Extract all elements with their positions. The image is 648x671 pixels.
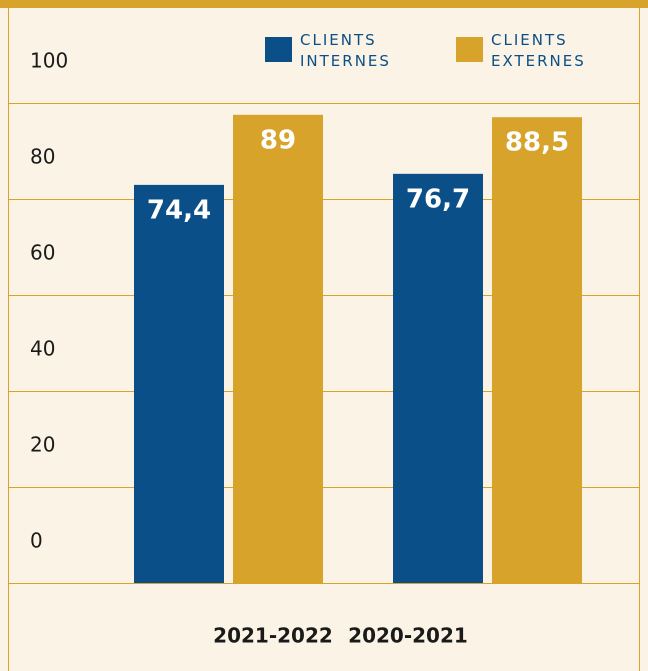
legend-label: CLIENTS EXTERNES [491, 31, 586, 70]
bar [492, 117, 582, 583]
value-label: 89 [260, 125, 296, 155]
y-tick-label: 80 [30, 145, 55, 169]
legend-swatch [265, 37, 292, 62]
y-tick-label: 100 [30, 49, 68, 73]
value-label: 88,5 [505, 128, 569, 158]
legend-swatch [456, 37, 483, 62]
bar [233, 114, 323, 584]
y-tick-label: 20 [30, 433, 55, 457]
y-tick-label: 0 [30, 529, 43, 553]
bar [393, 173, 483, 583]
y-tick-label: 40 [30, 337, 55, 361]
x-tick-label: 2020-2021 [348, 624, 468, 648]
value-label: 76,7 [406, 184, 470, 214]
legend-label: CLIENTS INTERNES [300, 31, 391, 70]
top-band [0, 0, 648, 8]
y-tick-label: 60 [30, 241, 55, 265]
value-label: 74,4 [147, 195, 211, 225]
x-tick-label: 2021-2022 [213, 624, 333, 648]
bar [134, 184, 224, 583]
